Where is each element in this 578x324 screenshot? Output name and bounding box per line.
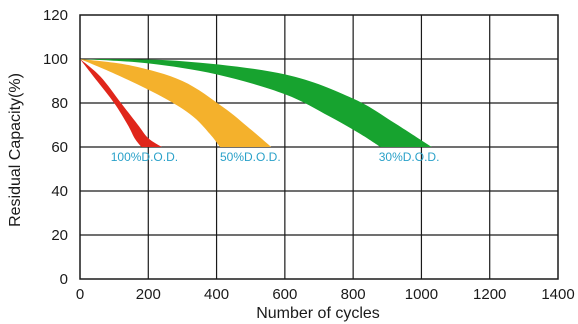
series-area-2 [80,59,272,147]
series-label: 30%D.O.D. [379,150,440,164]
x-tick-label: 1200 [473,286,506,303]
series-area-3 [80,59,432,147]
x-tick-label: 800 [341,286,366,303]
y-tick-label: 100 [43,51,68,68]
x-tick-label: 1000 [405,286,438,303]
x-tick-label: 600 [272,286,297,303]
series-area-1 [80,59,162,147]
y-tick-label: 40 [51,183,68,200]
y-tick-label: 0 [60,271,68,288]
y-tick-label: 120 [43,7,68,24]
x-tick-labels: 0 200 400 600 800 1000 1200 1400 [76,286,575,303]
y-tick-label: 80 [51,95,68,112]
x-tick-label: 200 [136,286,161,303]
y-tick-labels: 0 20 40 60 80 100 120 [43,7,68,288]
series-label: 100%D.O.D. [111,150,178,164]
series-labels: 100%D.O.D. 50%D.O.D. 30%D.O.D. [111,150,440,164]
y-tick-label: 60 [51,139,68,156]
x-tick-label: 400 [204,286,229,303]
x-tick-label: 1400 [541,286,574,303]
series-label: 50%D.O.D. [220,150,281,164]
x-tick-label: 0 [76,286,84,303]
y-axis-title: Residual Capacity(%) [7,73,24,227]
x-axis-title: Number of cycles [256,305,380,322]
series-areas [80,59,432,147]
y-tick-label: 20 [51,227,68,244]
